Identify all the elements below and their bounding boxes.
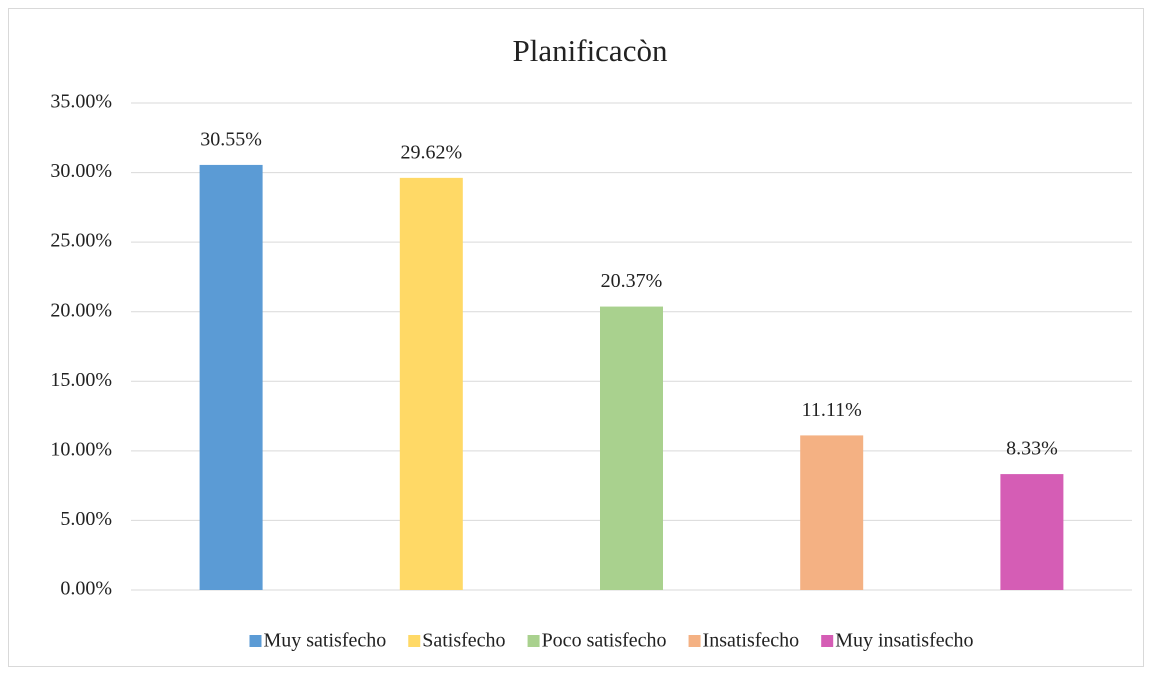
legend-swatch (408, 635, 421, 647)
bar (800, 435, 864, 590)
data-label: 8.33% (1006, 438, 1058, 460)
legend-swatch (527, 635, 540, 647)
y-tick-label: 15.00% (50, 369, 112, 391)
bar (399, 177, 463, 590)
y-tick-label: 5.00% (60, 508, 112, 530)
y-tick-label: 25.00% (50, 230, 112, 252)
y-tick-label: 0.00% (60, 578, 112, 600)
legend-label: Insatisfecho (703, 630, 800, 652)
bar (600, 306, 663, 590)
legend-label: Satisfecho (422, 630, 505, 652)
legend-label: Poco satisfecho (542, 630, 667, 652)
legend-label: Muy insatisfecho (835, 630, 973, 652)
y-tick-label: 20.00% (50, 299, 112, 321)
bar (1000, 474, 1064, 590)
legend-label: Muy satisfecho (263, 630, 386, 652)
data-label: 11.11% (802, 399, 862, 421)
bar (199, 164, 263, 590)
data-label: 29.62% (400, 141, 462, 163)
data-label: 20.37% (601, 270, 663, 292)
chart-frame (8, 8, 1144, 667)
legend-swatch (821, 635, 834, 647)
y-tick-label: 30.00% (50, 160, 112, 182)
chart-title: Planificacòn (513, 33, 668, 68)
legend-swatch (688, 635, 701, 647)
y-tick-label: 10.00% (50, 438, 112, 460)
y-tick-label: 35.00% (50, 91, 112, 113)
legend-swatch (249, 635, 262, 647)
data-label: 30.55% (200, 129, 262, 151)
